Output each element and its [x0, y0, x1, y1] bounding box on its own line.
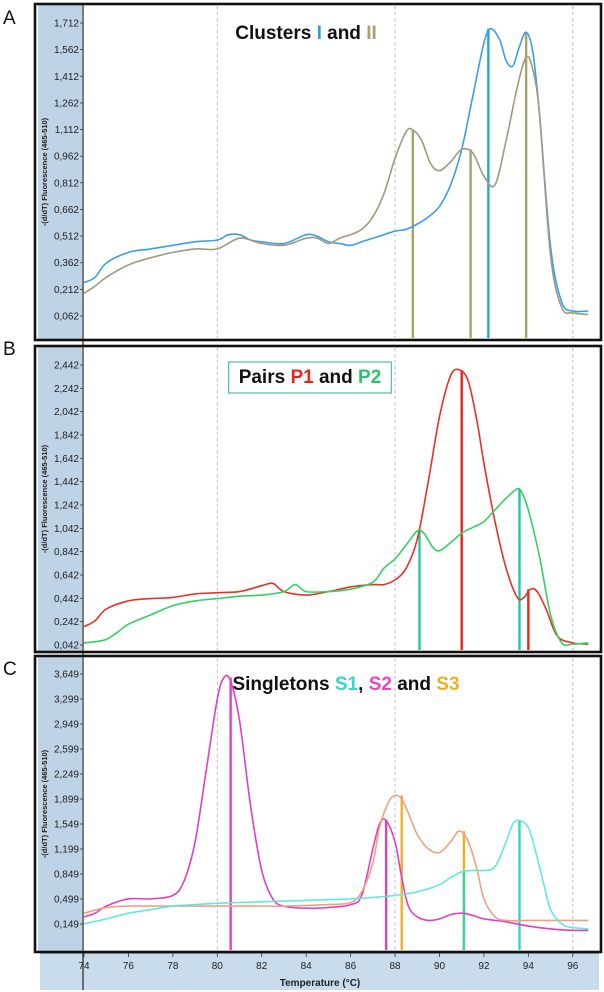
x-tick-label: 76 [123, 961, 135, 972]
title-part: S2 [369, 674, 392, 695]
y-tick-label: 0,062 [54, 312, 79, 323]
series-line [83, 368, 589, 645]
chart-title: Clusters I and II [235, 23, 377, 44]
y-tick-label: 2,242 [54, 384, 79, 395]
y-tick-label: 0,242 [54, 617, 79, 628]
y-tick-label: 1,042 [54, 524, 79, 535]
y-tick-label: 1,642 [54, 454, 79, 465]
y-tick-label: 1,562 [54, 45, 79, 56]
x-tick-label: 88 [389, 961, 401, 972]
x-axis-label: Temperature (°C) [280, 978, 361, 989]
y-tick-label: 1,242 [54, 501, 79, 512]
series-line [83, 674, 589, 932]
y-axis-band [38, 346, 82, 652]
panel-letter: B [3, 339, 16, 360]
x-axis-band [40, 953, 599, 990]
y-tick-label: 0,662 [54, 205, 79, 216]
title-part: and [314, 367, 358, 388]
panel-letter: C [3, 659, 17, 680]
y-tick-label: 0,849 [54, 870, 79, 881]
panel-b: B 2,442 2,242 2,042 1,842 1,642 1,442 1,242 1,04… [3, 339, 603, 654]
y-axis-band [38, 656, 82, 952]
y-tick-label: 0,442 [54, 594, 79, 605]
y-tick-label: 0,842 [54, 547, 79, 558]
title-part: P1 [290, 367, 314, 388]
x-tick-label: 84 [301, 961, 313, 972]
x-tick-label: 82 [256, 961, 268, 972]
x-tick-label: 92 [478, 961, 490, 972]
y-tick-label: 3,299 [54, 695, 79, 706]
title-part: and [322, 23, 366, 44]
y-tick-label: 1,199 [54, 845, 79, 856]
chart-title: Pairs P1 and P2 [239, 367, 382, 388]
y-tick-label: 1,842 [54, 431, 79, 442]
series-line [83, 55, 589, 316]
title-box [228, 361, 392, 394]
y-tick-label: 0,499 [54, 895, 79, 906]
title-part: Clusters [235, 23, 316, 44]
x-tick-label: 90 [434, 961, 446, 972]
y-axis-band [38, 4, 82, 340]
y-tick-label: 0,042 [54, 641, 79, 652]
y-tick-label: 1,262 [54, 98, 79, 109]
y-tick-label: 1,712 [54, 19, 79, 30]
series-line [83, 794, 589, 922]
y-tick-label: 0,512 [54, 232, 79, 243]
title-part: Singletons [232, 674, 334, 695]
title-part: Pairs [239, 367, 291, 388]
y-tick-label: 0,962 [54, 152, 79, 163]
series-line [83, 27, 589, 313]
y-tick-label: 0,362 [54, 258, 79, 269]
y-tick-label: 2,442 [54, 361, 79, 372]
panel-c: C 3,649 3,299 2,949 2,599 2,249 1,899 1,549 1,19… [3, 654, 603, 989]
y-tick-label: 2,042 [54, 407, 79, 418]
y-tick-label: 2,949 [54, 720, 79, 731]
chart-title: Singletons S1, S2 and S3 [232, 674, 459, 695]
y-tick-label: 1,412 [54, 72, 79, 83]
panel-a: A 1,712 1,562 1,412 1,262 1,112 0,962 0,812 0,66… [3, 2, 603, 342]
title-part: S3 [436, 674, 459, 695]
title-part: I [317, 23, 322, 44]
title-part: II [366, 23, 377, 44]
series-line [83, 487, 589, 647]
y-tick-label: 1,442 [54, 477, 79, 488]
y-tick-label: 0,812 [54, 178, 79, 189]
y-tick-label: 1,549 [54, 820, 79, 831]
y-axis-label: -(d/dT) Fluorescence (465-510) [40, 749, 49, 858]
title-part: P2 [358, 367, 381, 388]
y-tick-label: 1,899 [54, 795, 79, 806]
y-tick-label: 0,149 [54, 920, 79, 931]
y-tick-label: 2,249 [54, 770, 79, 781]
title-part: , [358, 674, 369, 695]
panel-letter: A [3, 8, 16, 29]
panel-frame [33, 2, 603, 342]
y-tick-label: 2,599 [54, 745, 79, 756]
x-tick-label: 96 [567, 961, 579, 972]
x-tick-label: 74 [78, 961, 90, 972]
x-tick-label: 94 [523, 961, 535, 972]
y-axis-label: -(d/dT) Fluorescence (465-510) [40, 444, 49, 553]
y-tick-label: 3,649 [54, 670, 79, 681]
panel-frame [33, 654, 603, 954]
y-tick-label: 1,112 [55, 125, 80, 136]
title-part: and [392, 674, 436, 695]
x-tick-label: 86 [345, 961, 357, 972]
x-tick-label: 80 [212, 961, 224, 972]
y-axis-label: -(d/dT) Fluorescence (465-510) [40, 117, 49, 226]
panel-frame [33, 344, 603, 654]
series-line [83, 819, 589, 930]
y-tick-label: 0,642 [54, 571, 79, 582]
x-tick-label: 78 [167, 961, 179, 972]
y-tick-label: 0,212 [54, 285, 79, 296]
title-part: S1 [335, 674, 359, 695]
